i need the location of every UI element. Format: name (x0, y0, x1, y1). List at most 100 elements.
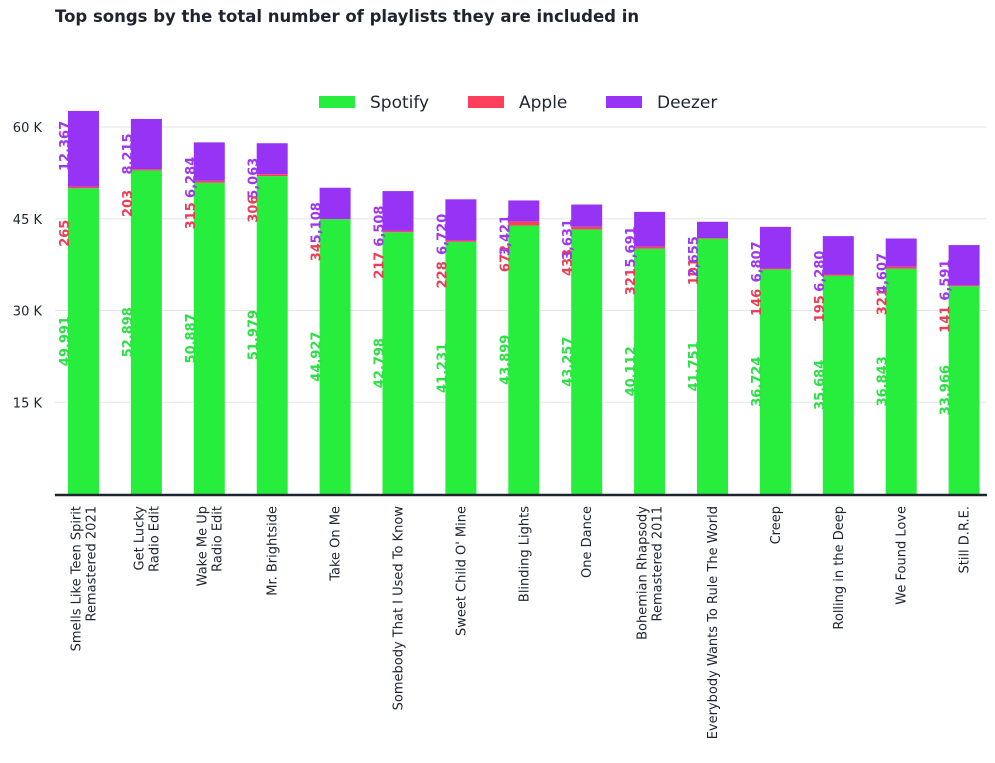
data-label-deezer: 12,367 (58, 121, 73, 171)
bar-segment-apple (130, 169, 162, 171)
x-tick-label: Creep (769, 506, 784, 544)
bar-segment-spotify (382, 232, 414, 494)
bar-segment-deezer (634, 211, 666, 247)
x-tick-label: Bohemian RhapsodyRemastered 2011 (636, 506, 666, 640)
x-tick-label-line: Sweet Child O' Mine (454, 506, 469, 636)
data-label-deezer: 6,720 (435, 214, 450, 255)
bars (68, 110, 980, 495)
bar-segment-spotify (508, 225, 540, 495)
data-label-deezer: 6,591 (939, 260, 954, 301)
data-label-apple: 195 (813, 295, 828, 322)
data-label-apple: 315 (184, 202, 199, 229)
bar-segment-deezer (571, 204, 603, 227)
x-tick-label: Somebody That I Used To Know (392, 506, 407, 711)
data-label-spotify: 43,257 (561, 337, 576, 387)
data-label-deezer: 6,284 (184, 157, 199, 198)
bar-segment-spotify (634, 248, 666, 494)
x-tick-label-line: Smells Like Teen Spirit (70, 506, 85, 651)
bar-segment-apple (256, 174, 288, 177)
x-tick-label: Rolling in the Deep (832, 506, 847, 630)
legend-swatch-spotify (319, 96, 355, 108)
data-label-deezer: 5,063 (247, 158, 262, 199)
legend-label-apple: Apple (519, 93, 567, 113)
bar-segment-deezer (382, 191, 414, 231)
bar-segment-spotify (948, 286, 980, 494)
data-label-spotify: 49,991 (58, 316, 73, 366)
data-label-deezer: 6,508 (373, 206, 388, 247)
bar-segment-spotify (697, 238, 728, 494)
bar-segment-deezer (885, 238, 917, 267)
x-tick-label: Take On Me (329, 506, 344, 582)
bar-segment-apple (759, 268, 791, 270)
bar-segment-apple (508, 221, 540, 226)
bar-segment-spotify (885, 268, 917, 494)
x-tick-label-line: Still D.R.E. (958, 506, 973, 574)
data-label-spotify: 51,979 (247, 310, 262, 360)
data-label-deezer: 8,215 (121, 133, 136, 174)
bar-segment-spotify (571, 229, 603, 494)
data-label-apple: 146 (750, 289, 765, 316)
y-tick-label: 60 K (13, 121, 43, 136)
data-label-apple: 321 (624, 268, 639, 295)
bar-segment-apple (382, 230, 414, 233)
data-label-deezer: 6,280 (813, 251, 828, 292)
data-label-spotify: 41,751 (687, 341, 702, 391)
bar-segment-apple (822, 274, 854, 276)
y-axis-ticks: 15 K 30 K 45 K 60 K (13, 121, 43, 411)
y-tick-label: 15 K (13, 396, 43, 411)
bar-segment-apple (885, 266, 917, 269)
bar-segment-spotify (759, 269, 791, 494)
data-label-apple: 321 (876, 288, 891, 315)
legend-label-spotify: Spotify (370, 93, 429, 113)
bar-segment-deezer (508, 200, 540, 222)
data-label-deezer: 2,655 (687, 236, 702, 277)
bar-segment-spotify (822, 275, 854, 494)
bar-segment-spotify (130, 170, 162, 495)
bar-segment-spotify (193, 182, 225, 494)
data-label-spotify: 36,843 (876, 356, 891, 406)
bar-segment-apple (571, 226, 603, 230)
bar-segment-deezer (948, 245, 980, 286)
data-label-deezer: 3,631 (561, 219, 576, 260)
data-label-spotify: 41,231 (435, 343, 450, 393)
data-label-deezer: 4,607 (876, 253, 891, 294)
x-tick-label-line: Get Lucky (132, 506, 147, 571)
x-tick-label: Sweet Child O' Mine (454, 506, 469, 636)
data-label-spotify: 33,966 (939, 365, 954, 415)
y-tick-label: 30 K (13, 305, 43, 320)
x-tick-label-line: We Found Love (895, 506, 910, 605)
data-labels: 49,991 265 12,367 52,898 203 8,215 50,887 315 6,… (58, 121, 954, 415)
x-tick-label-line: Blinding Lights (517, 506, 532, 602)
bar-segment-deezer (130, 118, 162, 170)
data-label-spotify: 40,112 (624, 346, 639, 396)
x-tick-label-line: Remastered 2021 (85, 506, 100, 621)
bar-segment-apple (68, 186, 99, 189)
bar-segment-spotify (445, 241, 477, 494)
bar-segment-apple (697, 238, 728, 239)
data-label-spotify: 44,927 (310, 332, 325, 382)
bar-segment-deezer (68, 110, 99, 187)
data-label-deezer: 3,421 (498, 215, 513, 256)
legend-swatch-deezer (606, 96, 642, 108)
x-tick-label-line: Radio Edit (147, 506, 162, 572)
bar-segment-deezer (445, 199, 477, 241)
x-tick-label-line: One Dance (580, 506, 595, 578)
x-tick-label-line: Wake Me Up (195, 506, 210, 586)
bar-segment-spotify (68, 188, 99, 494)
x-tick-label-line: Everybody Wants To Rule The World (706, 506, 721, 739)
x-tick-label-line: Rolling in the Deep (832, 506, 847, 630)
bar-segment-apple (948, 285, 980, 287)
x-tick-label: Wake Me UpRadio Edit (195, 506, 225, 586)
data-label-apple: 265 (58, 220, 73, 247)
bar-segment-deezer (319, 187, 351, 219)
x-tick-label: We Found Love (895, 506, 910, 605)
data-label-spotify: 36,724 (750, 357, 765, 407)
bar-segment-deezer (759, 226, 791, 269)
x-tick-label-line: Radio Edit (210, 506, 225, 572)
data-label-deezer: 5,108 (310, 202, 325, 243)
x-tick-label-line: Creep (769, 506, 784, 544)
bar-segment-deezer (193, 142, 225, 181)
x-tick-label: Get LuckyRadio Edit (132, 506, 162, 572)
y-tick-label: 45 K (13, 213, 43, 228)
data-label-deezer: 5,691 (624, 226, 639, 267)
